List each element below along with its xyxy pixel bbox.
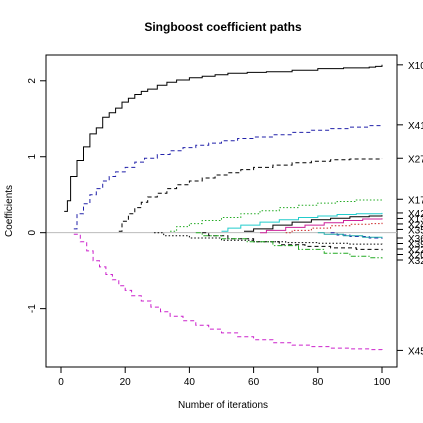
x-tick-label: 80 (312, 377, 324, 388)
x-axis-label: Number of iterations (178, 400, 268, 411)
series-end-label-x42: X42 (408, 209, 423, 220)
series-line-x41 (73, 124, 383, 230)
series-layer (64, 64, 383, 351)
series-end-label-x39: X39 (408, 240, 423, 251)
plot-frame (45, 54, 398, 368)
y-tick-label: -1 (27, 304, 38, 313)
series-line-x22 (154, 232, 383, 245)
series-end-label-x10: X10 (408, 61, 423, 72)
series-end-label-x24: X24 (408, 220, 423, 231)
series-end-label-x27: X27 (408, 154, 423, 165)
series-line-x42 (221, 212, 383, 232)
x-tick-label: 0 (58, 377, 64, 388)
series-line-x24 (260, 218, 383, 234)
x-tick-label: 100 (374, 377, 391, 388)
series-end-label-x17: X17 (408, 195, 423, 206)
series-line-x27 (118, 158, 383, 232)
y-axis-label: Coefficients (4, 185, 15, 237)
series-end-label-x36: X36 (408, 234, 423, 245)
series-line-x17 (170, 199, 383, 232)
series-end-label-x35: X35 (408, 225, 423, 236)
x-axis: 0 20 40 60 80 100 (58, 366, 391, 388)
series-end-label-x32: X32 (408, 256, 423, 267)
x-tick-label: 20 (120, 377, 132, 388)
series-line-x10 (64, 64, 383, 212)
series-end-label-x45: X45 (408, 346, 423, 357)
series-line-x45 (73, 233, 383, 351)
series-line-x32 (195, 232, 383, 259)
y-axis: -1 0 1 2 (27, 78, 47, 313)
series-end-label-x13: X13 (408, 214, 423, 225)
y-tick-label: 1 (27, 154, 38, 160)
y-tick-label: 2 (27, 78, 38, 84)
series-end-label-x20: X20 (408, 251, 423, 262)
x-tick-label: 60 (248, 377, 260, 388)
series-line-x13 (244, 215, 383, 232)
chart-title: Singboost coefficient paths (144, 20, 302, 34)
series-line-x36 (317, 232, 383, 238)
series-end-labels: X10 X41 X27 X17 X42X13X24X35X36X39X22X20X32 X… (397, 61, 423, 357)
series-end-label-x41: X41 (408, 121, 423, 132)
series-line-x39 (330, 232, 383, 239)
x-tick-label: 40 (184, 377, 196, 388)
y-tick-label: 0 (27, 229, 38, 235)
series-end-label-x22: X22 (408, 245, 423, 256)
